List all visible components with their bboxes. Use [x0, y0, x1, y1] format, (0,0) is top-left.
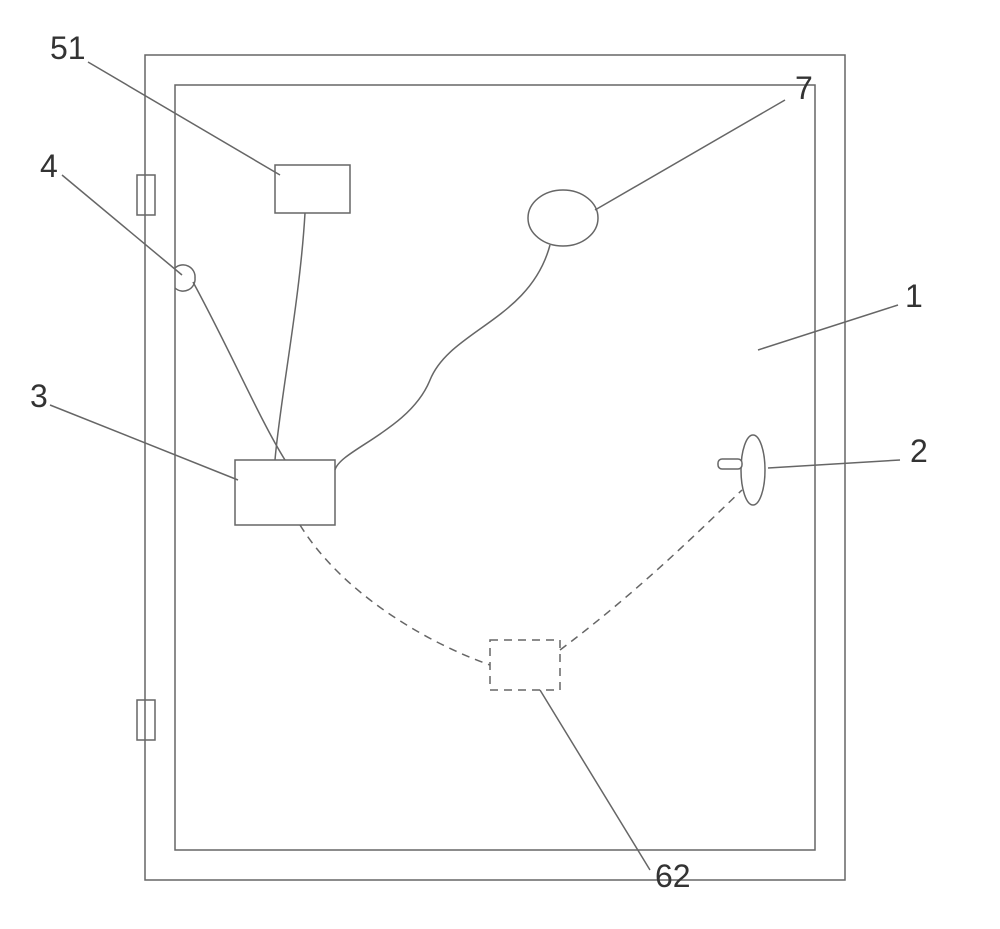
wire-62-to-2 [560, 490, 742, 650]
component-51 [275, 165, 350, 213]
leader-51 [88, 62, 280, 175]
leader-7 [595, 100, 785, 210]
leader-2 [768, 460, 900, 468]
label-3: 3 [30, 378, 48, 415]
hinge-top [137, 175, 155, 215]
label-7: 7 [795, 70, 813, 107]
wire-7-to-3 [335, 245, 550, 470]
leader-1 [758, 305, 898, 350]
leader-62 [540, 690, 650, 870]
component-3 [235, 460, 335, 525]
component-7 [528, 190, 598, 246]
hinge-bottom [137, 700, 155, 740]
handle-body [741, 435, 765, 505]
handle-stem [718, 459, 742, 469]
label-62: 62 [655, 858, 691, 895]
label-1: 1 [905, 278, 923, 315]
leader-4 [62, 175, 182, 275]
leader-3 [50, 405, 238, 480]
label-4: 4 [40, 148, 58, 185]
wire-3-to-62 [300, 525, 490, 665]
wire-4-to-3 [193, 282, 285, 460]
wire-51-to-3 [275, 213, 305, 460]
label-2: 2 [910, 433, 928, 470]
component-4 [175, 265, 195, 291]
diagram-svg [0, 0, 1000, 929]
label-51: 51 [50, 30, 86, 67]
component-62 [490, 640, 560, 690]
diagram-container: 51 7 4 1 3 2 62 [0, 0, 1000, 929]
